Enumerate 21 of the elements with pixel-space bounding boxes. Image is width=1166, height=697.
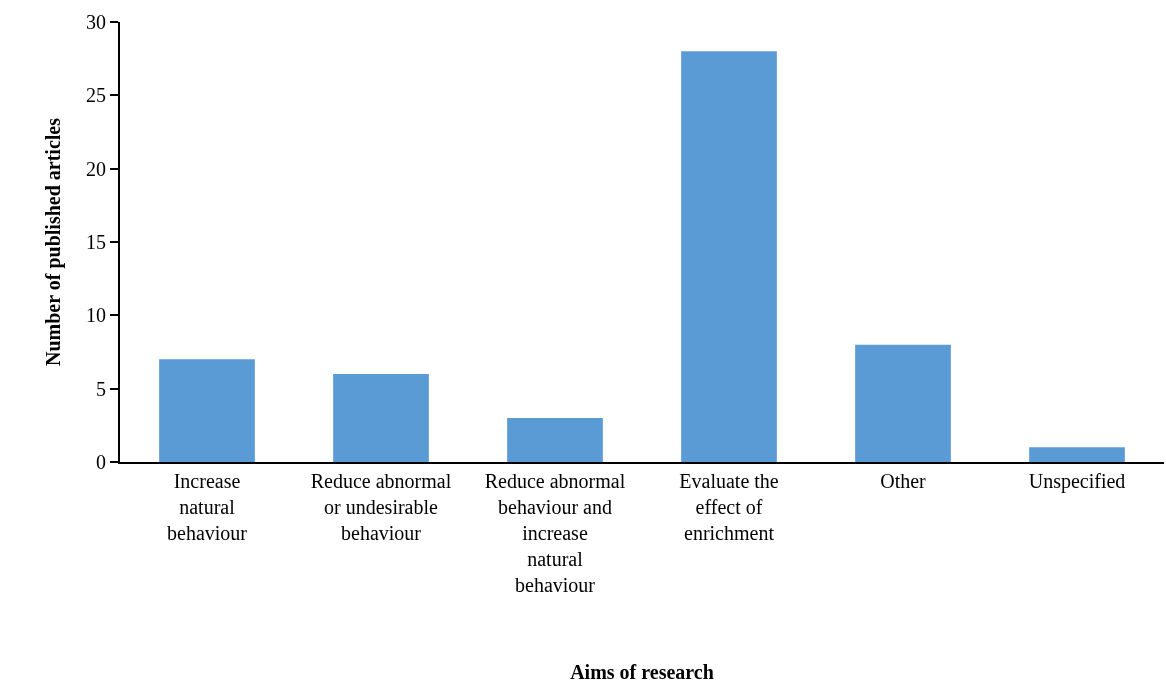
y-tick-label: 20 <box>86 157 106 180</box>
x-tick-label: Other <box>880 470 927 492</box>
bar <box>855 344 951 462</box>
x-tick-label: Increase natural behaviour <box>167 470 248 544</box>
y-tick-label: 0 <box>96 451 106 473</box>
x-tick-label: Reduce abnormal or undesirable behaviour <box>310 470 452 544</box>
bar <box>333 374 429 462</box>
bar <box>681 51 777 462</box>
y-tick-label: 30 <box>86 11 106 33</box>
bar <box>159 359 255 462</box>
bar <box>1029 447 1125 462</box>
x-tick-label: Evaluate the effect of enrichment <box>679 470 779 544</box>
x-tick-label: Unspecified <box>1028 470 1126 493</box>
y-tick-label: 15 <box>86 231 106 253</box>
y-axis-title: Number of published articles <box>42 117 65 366</box>
x-tick-label: Reduce abnormal behaviour and increase natural behaviour <box>484 470 626 596</box>
x-axis-title: Aims of research <box>570 661 714 683</box>
y-tick-label: 10 <box>86 304 106 327</box>
y-tick-label: 5 <box>96 377 106 400</box>
y-tick-label: 25 <box>86 84 106 107</box>
bar <box>507 418 603 462</box>
